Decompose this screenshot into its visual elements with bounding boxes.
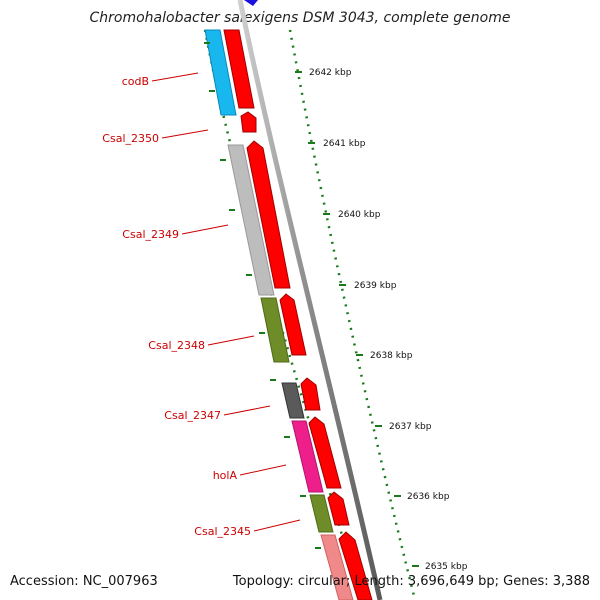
feature-next — [320, 534, 354, 600]
leader-csal-2349 — [181, 224, 229, 235]
outer-dotted-ring — [288, 29, 417, 600]
leader-csal-2345 — [253, 519, 301, 532]
cds-csal-2347 — [300, 377, 321, 411]
tick-marks — [204, 42, 419, 567]
cds-csal-2350 — [240, 111, 257, 133]
feature-codB — [204, 29, 237, 116]
tick-label-2642: 2642 kbp — [309, 68, 352, 78]
feature-track — [204, 29, 354, 600]
gene-label-csal-2349: Csal_2349 — [122, 228, 179, 241]
map-title: Chromohalobacter salexigens DSM 3043, co… — [89, 10, 511, 26]
leader-holA — [239, 464, 287, 476]
accession-text: Accession: NC_007963 — [10, 574, 158, 589]
feature-csal-2347 — [281, 382, 305, 419]
leader-csal-2348 — [207, 335, 255, 346]
genome-summary-text: Topology: circular; Length: 3,696,649 bp… — [232, 574, 590, 589]
feature-csal-2345 — [309, 494, 334, 533]
gene-label-holA: holA — [213, 469, 238, 482]
tick-label-2636: 2636 kbp — [407, 492, 450, 502]
gene-leader-lines — [151, 72, 301, 532]
feature-csal-2348 — [260, 297, 290, 363]
leader-codB — [151, 72, 199, 82]
cds-csal-2349 — [246, 140, 291, 289]
cds-codB — [223, 29, 255, 109]
feature-csal-2349 — [227, 144, 275, 296]
cds-csal-2345 — [327, 491, 350, 526]
leader-csal-2347 — [223, 405, 271, 416]
cds-holA — [308, 416, 342, 489]
leader-csal-2350 — [161, 129, 209, 139]
gene-label-csal-2345: Csal_2345 — [194, 525, 251, 538]
tick-label-2637: 2637 kbp — [389, 422, 432, 432]
tick-label-2640: 2640 kbp — [338, 210, 381, 220]
tick-label-2635: 2635 kbp — [425, 562, 468, 572]
gene-label-csal-2347: Csal_2347 — [164, 409, 221, 422]
tick-label-2639: 2639 kbp — [354, 281, 397, 291]
cds-track — [223, 29, 373, 600]
cds-next — [338, 531, 373, 600]
tick-label-2638: 2638 kbp — [370, 351, 413, 361]
feature-holA — [291, 420, 324, 493]
gene-labels: codB Csal_2350 Csal_2349 Csal_2348 Csal_… — [102, 75, 251, 538]
genome-backbone — [237, 0, 383, 600]
top-blue-feature — [244, 0, 258, 6]
gene-label-csal-2348: Csal_2348 — [148, 339, 205, 352]
gene-label-csal-2350: Csal_2350 — [102, 132, 159, 145]
tick-labels: 2642 kbp 2641 kbp 2640 kbp 2639 kbp 2638… — [309, 68, 468, 572]
gene-label-codB: codB — [122, 75, 149, 88]
cds-csal-2348 — [279, 293, 307, 356]
tick-label-2641: 2641 kbp — [323, 139, 366, 149]
